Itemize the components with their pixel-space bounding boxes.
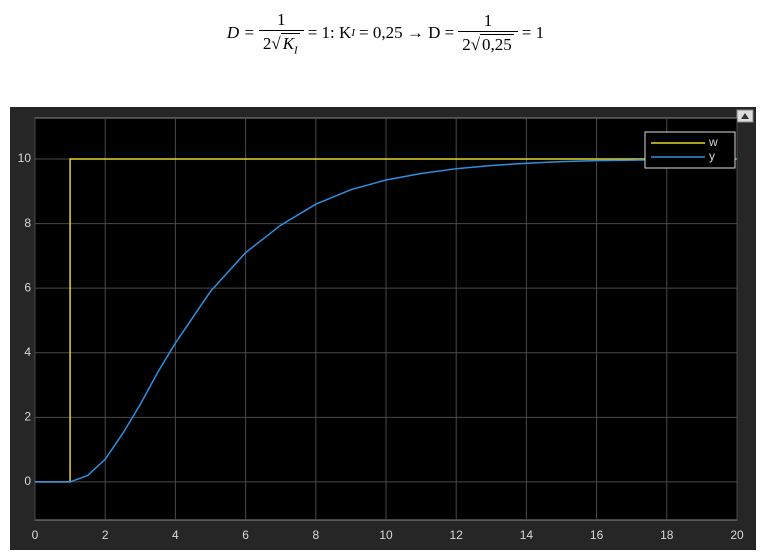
- formula-text: K: [282, 34, 295, 53]
- formula-text: 1: [483, 11, 493, 31]
- x-tick-label: 20: [730, 528, 744, 542]
- formula-text: I: [351, 27, 355, 40]
- y-tick-label: 4: [24, 345, 31, 359]
- formula-text: 1: [277, 10, 286, 29]
- y-tick-label: 8: [24, 216, 31, 230]
- formula-text: 2: [462, 35, 471, 55]
- x-tick-label: 6: [242, 528, 249, 542]
- x-tick-label: 10: [379, 528, 393, 542]
- y-tick-label: 10: [18, 151, 32, 165]
- line: [35, 158, 738, 483]
- radicand: KI: [280, 33, 300, 57]
- y-tick-label: 6: [24, 280, 31, 294]
- x-tick-label: 4: [172, 528, 179, 542]
- legend-label: y: [709, 149, 715, 163]
- x-tick-label: 8: [312, 528, 319, 542]
- formula-text: = 0,25 → D =: [358, 23, 455, 43]
- legend-label: w: [708, 135, 718, 149]
- formula-text: = 1: [521, 23, 545, 43]
- x-tick-label: 12: [450, 528, 464, 542]
- denominator: 2 √ KI: [258, 30, 304, 57]
- legend-box: [644, 131, 736, 169]
- x-tick-label: 16: [590, 528, 604, 542]
- formula-text: 2: [262, 34, 272, 53]
- formula-text: 0,25: [480, 34, 514, 55]
- y-tick-label: 0: [24, 474, 31, 488]
- formula-text: = 1: K: [307, 23, 352, 43]
- denominator: 2 √ 0,25: [458, 31, 518, 55]
- scope-figure: 0 2 4 6 8 10 12 14 16 18 20 0 2 4 6 8 10 wy: [10, 107, 756, 550]
- x-tick-label: 18: [660, 528, 674, 542]
- fraction: 1 2 √ 0,25: [458, 11, 518, 55]
- undock-icon: [741, 113, 749, 119]
- fraction: 1 2 √ KI: [258, 10, 304, 57]
- y-tick-label: 2: [24, 409, 31, 423]
- x-tick-label: 2: [102, 528, 109, 542]
- x-tick-label: 0: [32, 528, 39, 542]
- formula-text: D =: [226, 23, 255, 43]
- x-tick-label: 14: [520, 528, 534, 542]
- formula-text: I: [294, 44, 298, 57]
